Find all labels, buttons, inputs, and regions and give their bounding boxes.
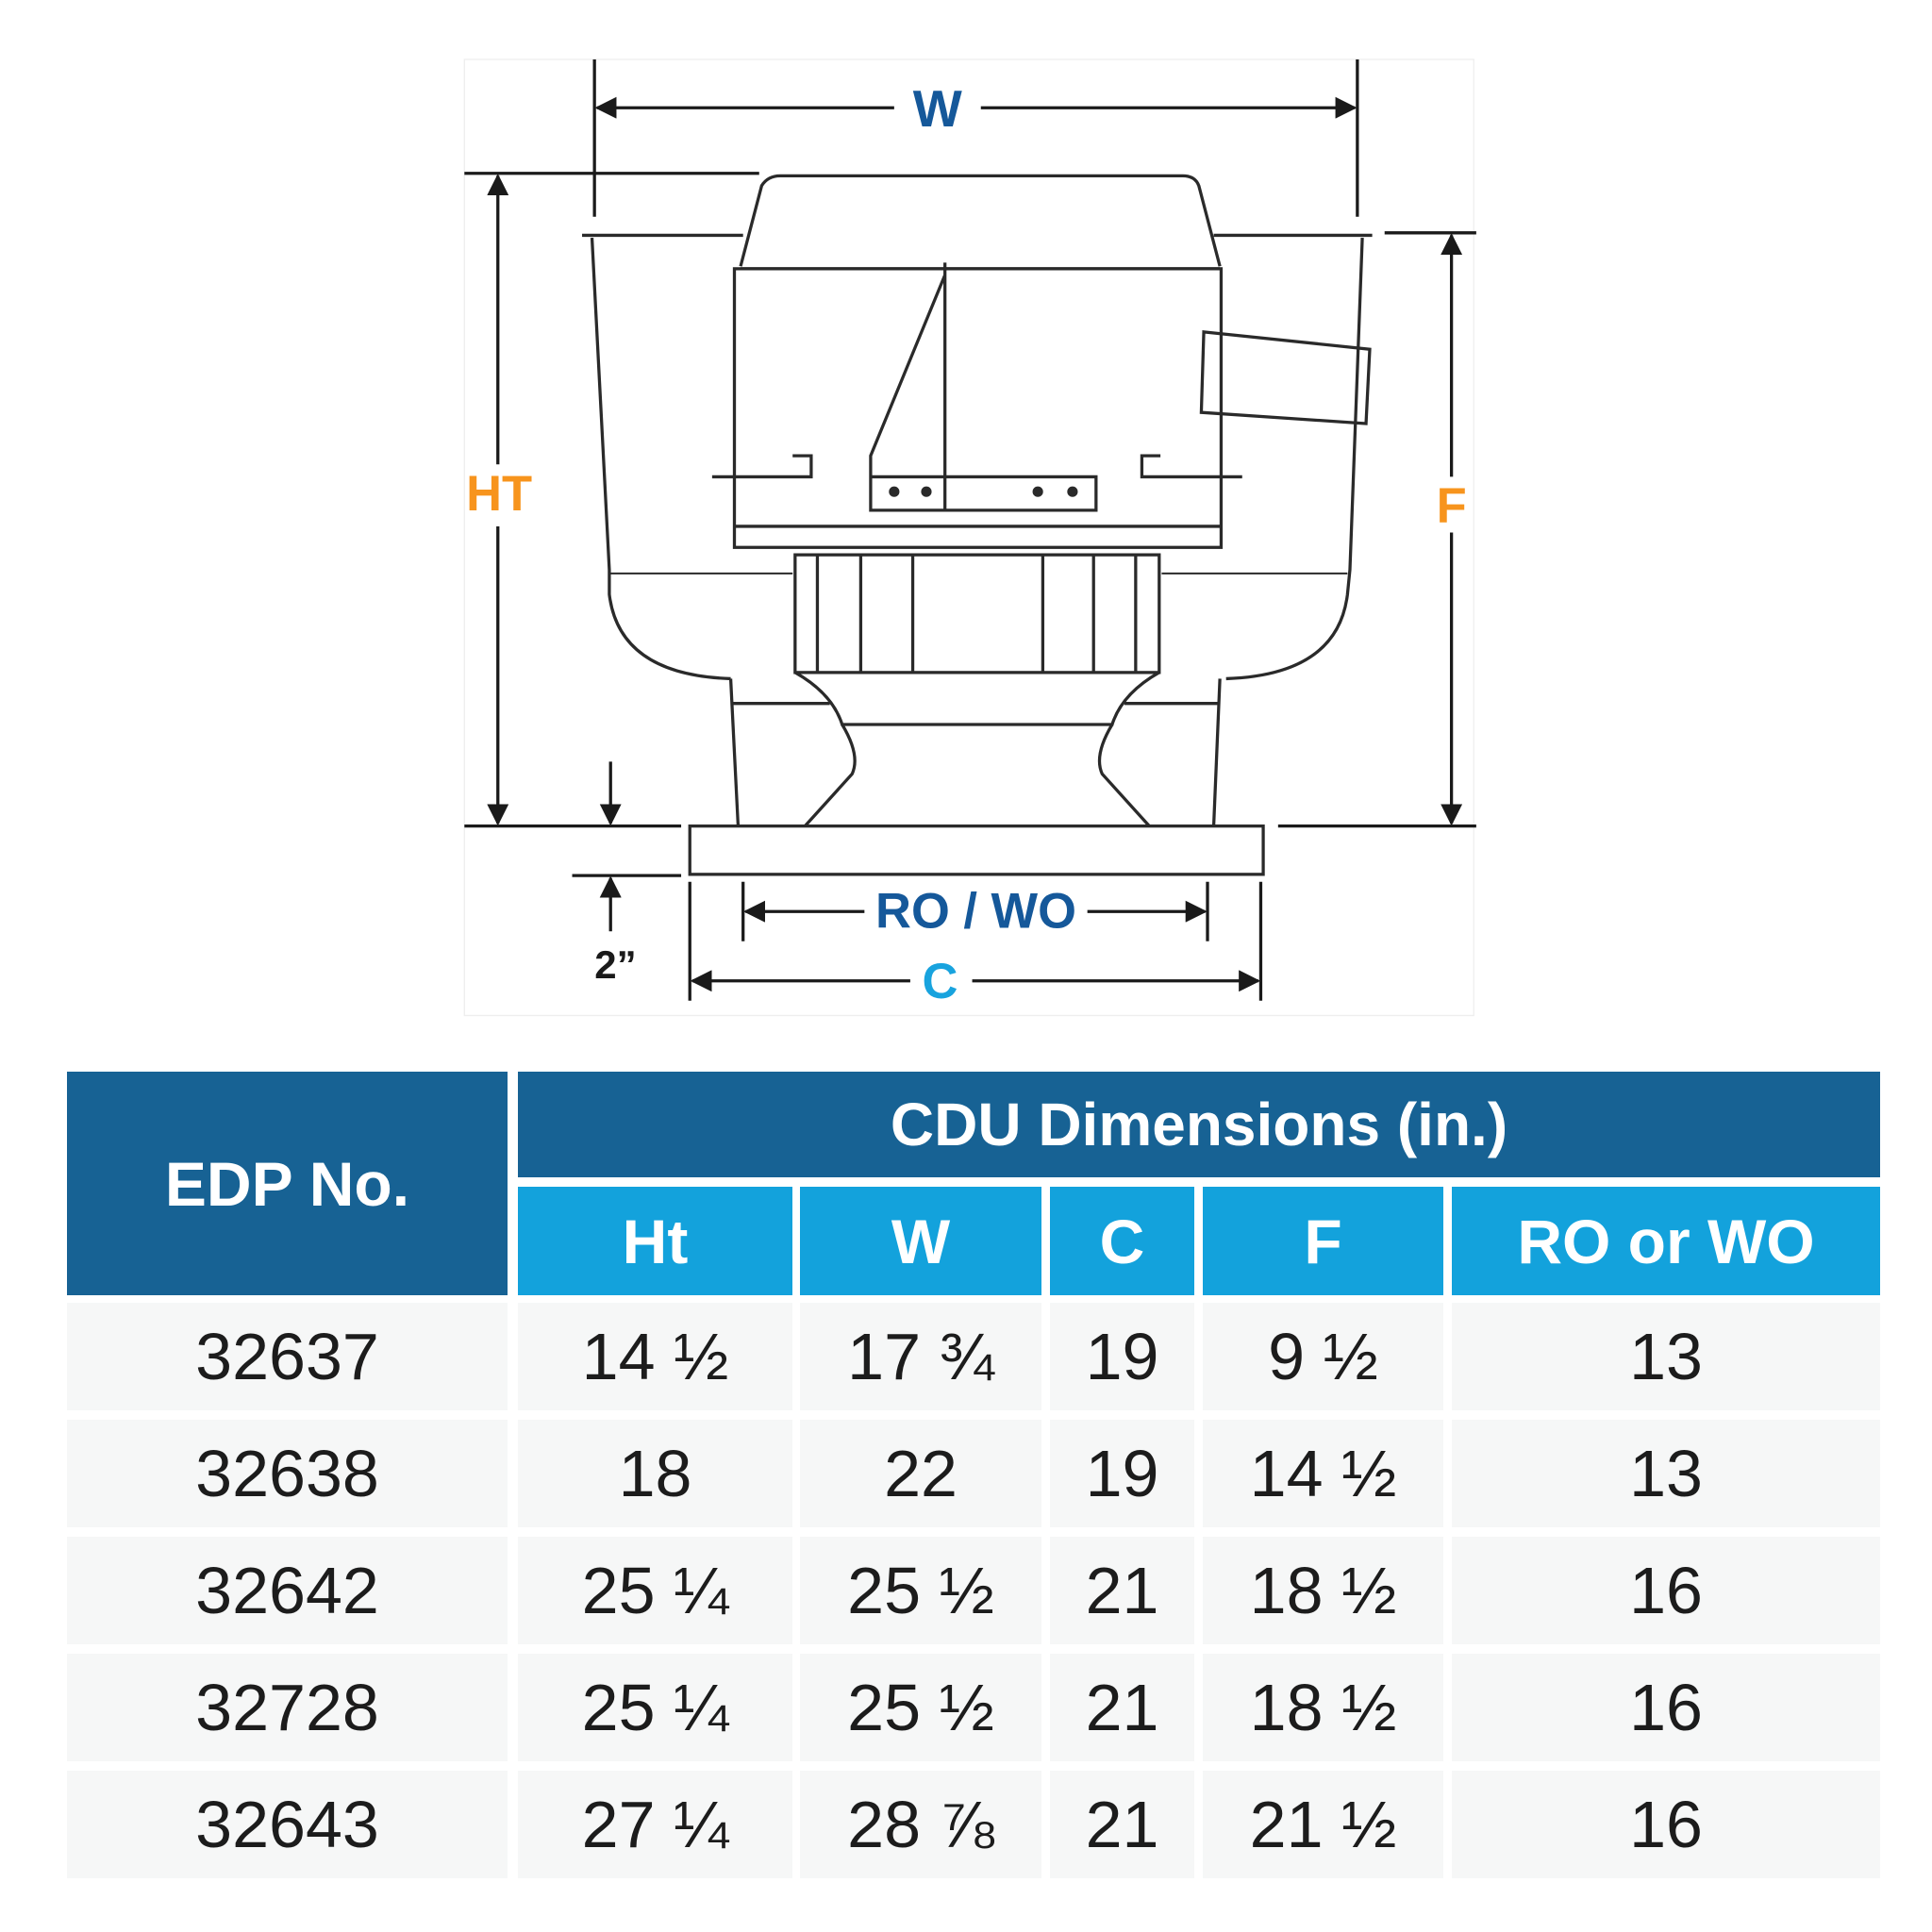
label-base-height: 2” bbox=[594, 942, 636, 987]
cell-edp: 32638 bbox=[67, 1420, 508, 1527]
label-c: C bbox=[922, 954, 958, 1009]
cell-c: 19 bbox=[1050, 1303, 1194, 1410]
header-ht: Ht bbox=[518, 1187, 792, 1295]
cell-w: 25 ½ bbox=[800, 1654, 1041, 1761]
header-cdu-dimensions: CDU Dimensions (in.) bbox=[518, 1072, 1880, 1177]
cell-c: 21 bbox=[1050, 1771, 1194, 1878]
cell-w: 28 ⅞ bbox=[800, 1771, 1041, 1878]
unit-drawing bbox=[582, 174, 1373, 876]
header-c: C bbox=[1050, 1187, 1194, 1295]
cell-ht: 25 ¼ bbox=[518, 1537, 792, 1644]
label-ht: HT bbox=[466, 466, 532, 522]
cell-edp: 32637 bbox=[67, 1303, 508, 1410]
cell-c: 21 bbox=[1050, 1654, 1194, 1761]
cell-c: 21 bbox=[1050, 1537, 1194, 1644]
cell-w: 22 bbox=[800, 1420, 1041, 1527]
cell-ht: 25 ¼ bbox=[518, 1654, 792, 1761]
cell-f: 18 ½ bbox=[1203, 1654, 1443, 1761]
cell-w: 25 ½ bbox=[800, 1537, 1041, 1644]
cell-ro: 13 bbox=[1452, 1303, 1880, 1410]
cell-f: 21 ½ bbox=[1203, 1771, 1443, 1878]
header-f: F bbox=[1203, 1187, 1443, 1295]
cell-ht: 27 ¼ bbox=[518, 1771, 792, 1878]
label-w: W bbox=[913, 79, 962, 138]
cell-ro: 16 bbox=[1452, 1654, 1880, 1761]
cell-edp: 32643 bbox=[67, 1771, 508, 1878]
cell-w: 17 ¾ bbox=[800, 1303, 1041, 1410]
label-ro-wo: RO / WO bbox=[875, 883, 1076, 939]
cell-f: 14 ½ bbox=[1203, 1420, 1443, 1527]
header-w: W bbox=[800, 1187, 1041, 1295]
cell-c: 19 bbox=[1050, 1420, 1194, 1527]
cell-ro: 13 bbox=[1452, 1420, 1880, 1527]
header-edp-no: EDP No. bbox=[67, 1072, 508, 1295]
cell-ht: 14 ½ bbox=[518, 1303, 792, 1410]
header-ro-or-wo: RO or WO bbox=[1452, 1187, 1880, 1295]
cell-ro: 16 bbox=[1452, 1537, 1880, 1644]
cell-f: 9 ½ bbox=[1203, 1303, 1443, 1410]
label-f: F bbox=[1437, 478, 1467, 534]
cell-f: 18 ½ bbox=[1203, 1537, 1443, 1644]
cell-edp: 32642 bbox=[67, 1537, 508, 1644]
cell-ro: 16 bbox=[1452, 1771, 1880, 1878]
cell-ht: 18 bbox=[518, 1420, 792, 1527]
cell-edp: 32728 bbox=[67, 1654, 508, 1761]
dimension-lines bbox=[464, 59, 1476, 1001]
